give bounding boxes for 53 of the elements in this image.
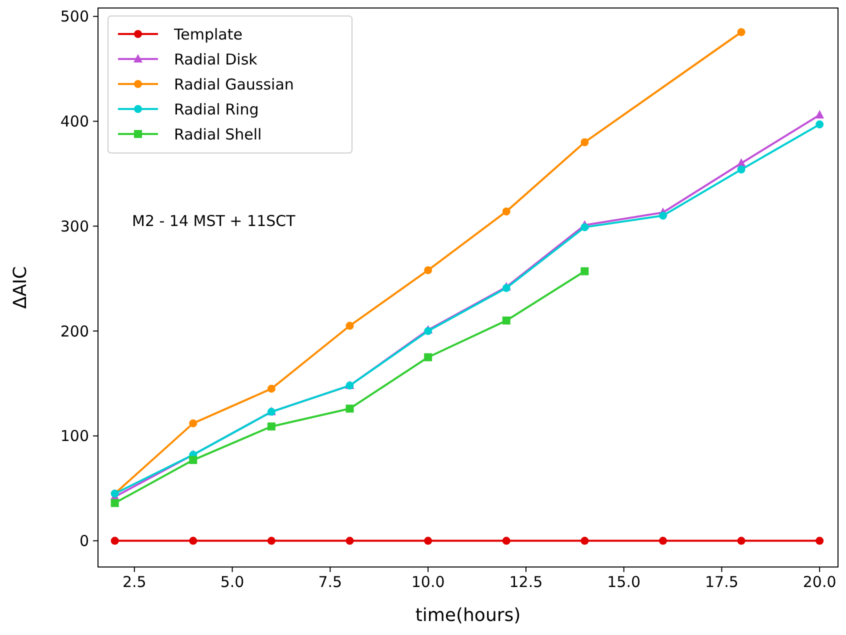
point (424, 536, 432, 545)
point (424, 353, 432, 362)
annotation: M2 - 14 MST + 11SCT (132, 212, 296, 230)
point (189, 456, 198, 464)
point (737, 536, 746, 545)
point (424, 327, 432, 336)
x-tick-label: 10.0 (411, 573, 445, 591)
point (580, 536, 589, 545)
point (737, 28, 746, 36)
point (580, 138, 589, 146)
point (346, 536, 354, 545)
point (110, 536, 119, 545)
x-axis-title: time(hours) (415, 605, 521, 626)
point (580, 223, 589, 232)
point (424, 266, 432, 274)
legend-label: Radial Ring (174, 100, 259, 118)
point (580, 267, 589, 276)
y-axis-title: ΔAIC (10, 266, 31, 309)
y-tick-label: 200 (60, 322, 89, 340)
point (267, 384, 276, 393)
point (189, 536, 198, 545)
x-tick-label: 2.5 (122, 573, 146, 591)
point (189, 419, 198, 428)
x-tick-label: 15.0 (607, 573, 641, 591)
point (267, 422, 276, 430)
point (816, 536, 824, 545)
point (346, 322, 354, 330)
legend-label: Radial Gaussian (174, 75, 294, 94)
legend-label: Radial Disk (174, 50, 258, 68)
point (110, 499, 119, 508)
point (658, 212, 667, 220)
x-tick-label: 20.0 (802, 573, 836, 591)
point (815, 110, 824, 118)
point (502, 207, 510, 216)
x-tick-label: 17.5 (705, 573, 738, 591)
x-tick-label: 12.5 (509, 573, 543, 591)
x-tick-label: 5.0 (220, 573, 244, 591)
y-tick-label: 0 (79, 532, 89, 550)
point (502, 316, 510, 325)
point (737, 166, 746, 174)
point (267, 536, 276, 545)
y-tick-label: 100 (60, 427, 89, 446)
point (502, 536, 510, 545)
legend-label: Template (173, 25, 242, 44)
point (346, 404, 354, 413)
legend-label: Radial Shell (174, 125, 262, 144)
point (658, 536, 667, 545)
x-tick-label: 7.5 (318, 573, 342, 591)
y-tick-label: 300 (60, 217, 89, 236)
point (502, 284, 510, 292)
y-tick-label: 400 (60, 112, 89, 131)
point (816, 120, 824, 128)
y-tick-label: 500 (60, 8, 89, 26)
